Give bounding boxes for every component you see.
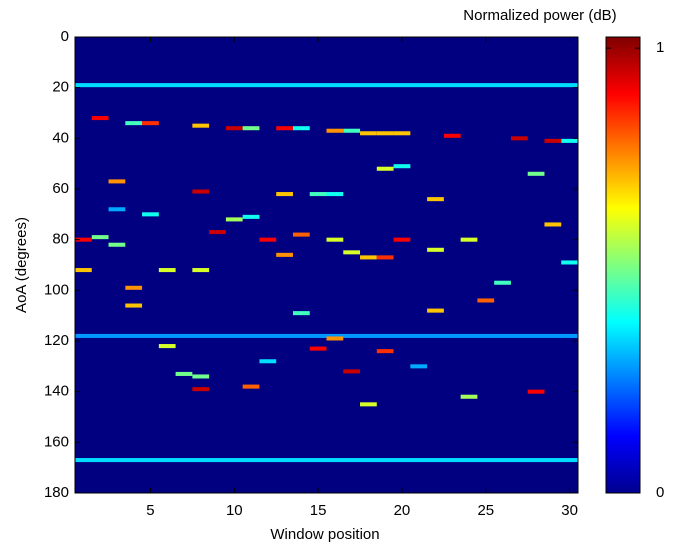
cell (527, 171, 545, 176)
cell (75, 237, 92, 242)
plot-frame (74, 36, 579, 494)
cell (225, 217, 243, 222)
y-tick-label: 140 (44, 383, 69, 400)
cell (142, 121, 159, 126)
cell (343, 250, 361, 255)
cell (376, 166, 394, 171)
cell (292, 126, 310, 131)
cell (91, 116, 109, 121)
cell (443, 133, 461, 138)
y-tick-label: 100 (44, 281, 69, 298)
x-tick-label: 15 (310, 502, 327, 519)
cell (510, 136, 528, 141)
colorbar (605, 36, 641, 494)
colorbar-tick-label: 1 (656, 39, 664, 56)
cell (276, 126, 293, 131)
cell (192, 123, 210, 128)
cell (125, 121, 143, 126)
x-tick-label: 25 (477, 502, 494, 519)
cell (326, 237, 344, 242)
cell (108, 179, 126, 184)
cell (360, 255, 377, 260)
cell (427, 197, 444, 202)
cell (259, 359, 277, 364)
y-tick-label: 180 (44, 484, 69, 501)
cell (460, 394, 478, 399)
cell (259, 237, 277, 242)
cell (108, 207, 126, 212)
cell (125, 303, 143, 308)
cell (276, 192, 293, 197)
cell (326, 128, 344, 133)
y-tick-label: 60 (52, 180, 69, 197)
cell (276, 252, 293, 257)
cell (544, 222, 562, 227)
cell (460, 237, 478, 242)
cell (242, 214, 260, 219)
cell (326, 336, 344, 341)
cell (427, 308, 444, 313)
cell (393, 237, 411, 242)
y-tick-label: 120 (44, 332, 69, 349)
cell (326, 192, 344, 197)
cell (561, 138, 578, 143)
row-band (75, 83, 578, 88)
y-tick-label: 80 (52, 231, 69, 248)
cell (527, 389, 545, 394)
cell (192, 374, 210, 379)
y-tick-label: 20 (52, 79, 69, 96)
y-tick-label: 0 (61, 28, 69, 45)
row-band (75, 458, 578, 463)
cell (142, 212, 159, 217)
cell (427, 247, 444, 252)
colorbar-tick-label: 0 (656, 484, 664, 501)
x-tick-label: 5 (146, 502, 154, 519)
cell (158, 268, 176, 273)
cell (192, 189, 210, 194)
cell (376, 255, 394, 260)
cell (175, 371, 193, 376)
y-axis-label: AoA (degrees) (13, 217, 30, 313)
x-tick-label: 10 (226, 502, 243, 519)
cell (360, 131, 377, 136)
x-tick-label: 30 (561, 502, 578, 519)
cell (544, 138, 562, 143)
cell (125, 285, 143, 290)
colorbar-label: Normalized power (dB) (463, 7, 616, 24)
cell (376, 349, 394, 354)
cell (91, 235, 109, 240)
cell (225, 126, 243, 131)
y-tick-label: 40 (52, 129, 69, 146)
cell (477, 298, 495, 303)
cell (376, 131, 394, 136)
cell (309, 192, 327, 197)
cell (292, 311, 310, 316)
cell (209, 230, 226, 235)
cell (242, 126, 260, 131)
x-axis-label: Window position (270, 526, 379, 543)
cell (561, 260, 578, 265)
x-tick-label: 20 (394, 502, 411, 519)
cell (108, 242, 126, 247)
cell (343, 369, 361, 374)
plot-background (75, 37, 578, 493)
cell (360, 402, 377, 407)
cell (192, 387, 210, 392)
row-band (75, 333, 578, 338)
cell (410, 364, 428, 369)
cell (393, 164, 411, 169)
cell (242, 384, 260, 389)
cell (393, 131, 411, 136)
cell (494, 280, 511, 285)
cell (343, 128, 361, 133)
cell (158, 344, 176, 349)
cell (75, 268, 92, 273)
cell (309, 346, 327, 351)
cell (192, 268, 210, 273)
cell (292, 232, 310, 237)
y-tick-label: 160 (44, 433, 69, 450)
